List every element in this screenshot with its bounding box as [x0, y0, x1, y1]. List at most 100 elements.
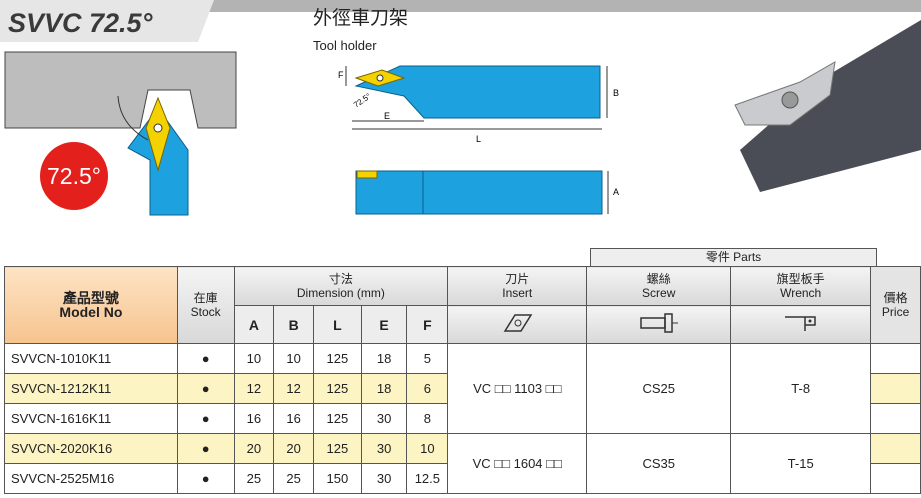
price-header: 價格 Price	[870, 266, 921, 344]
tool-photo-body	[740, 20, 921, 192]
dim-header: A	[233, 305, 275, 344]
insert-zh: 刀片	[505, 272, 530, 286]
dim-cell: 30	[360, 403, 408, 434]
icon-header	[730, 305, 872, 344]
price-cell	[870, 463, 921, 494]
insert-hole	[376, 74, 384, 82]
screw-cell: CS35	[586, 433, 732, 494]
model-cell: SVVCN-1010K11	[4, 343, 178, 374]
model-cell: SVVCN-2020K16	[4, 433, 178, 464]
angle-badge	[40, 142, 108, 210]
dim-cell: 25	[273, 463, 315, 494]
wrench-icon	[784, 316, 816, 331]
insert-hole	[153, 123, 163, 133]
screw-cell: CS25	[586, 343, 732, 434]
dim-cell: 125	[313, 403, 362, 434]
price-cell	[870, 343, 921, 374]
table-row: SVVCN-2020K16 ● 20 20 125 30 10 VC □□ 1604 □□ CS…	[4, 433, 921, 494]
dim-cell: 30	[360, 433, 408, 464]
dim-cell: 12	[273, 373, 315, 404]
dim-cell: 8	[406, 403, 449, 434]
angle-badge-label: 72.5°	[47, 163, 101, 189]
dim-cell: 10	[233, 343, 275, 374]
dim-cell: 125	[313, 343, 362, 374]
stock-cell: ●	[176, 463, 235, 494]
product-table: 產品型號 Model No 在庫 Stock 寸法 Dimension (mm) 刀片 Ins…	[4, 266, 921, 494]
wrench-zh: 旗型板手	[776, 272, 825, 286]
stock-cell: ●	[176, 373, 235, 404]
subtitle-zh: 外徑車刀架	[313, 7, 408, 29]
stock-en: Stock	[190, 305, 221, 319]
price-cell	[870, 373, 921, 404]
dim-header: L	[313, 305, 362, 344]
table-row: SVVCN-2525M16 ● 25 25 150 30 12.5	[4, 463, 921, 494]
dimension-zh: 寸法	[328, 272, 353, 286]
header-row: 產品型號 Model No 在庫 Stock 寸法 Dimension (mm) 刀片 Ins…	[4, 266, 921, 344]
header-band	[0, 0, 921, 12]
model-cell: SVVCN-1212K11	[4, 373, 178, 404]
dim-cell: 20	[233, 433, 275, 464]
tool-photo-screw	[781, 91, 799, 109]
dim-label-angle: 72.5°	[352, 91, 373, 109]
title-box	[0, 0, 214, 42]
wrench-header: 旗型板手 Wrench	[730, 266, 872, 306]
holder-top-view	[354, 65, 601, 119]
insert-side-view	[356, 170, 378, 179]
dim-cell: 18	[360, 373, 408, 404]
dim-cell: 30	[360, 463, 408, 494]
price-en: Price	[881, 305, 910, 319]
dim-label-e: E	[384, 111, 390, 121]
dim-cell: 125	[313, 373, 362, 404]
dim-cell: 125	[313, 433, 362, 464]
screw-icon	[639, 313, 678, 333]
title: SVVC 72.5°	[8, 8, 153, 38]
dimension-header: 寸法 Dimension (mm)	[233, 266, 449, 306]
dimension-en: Dimension (mm)	[296, 286, 385, 300]
stock-header: 在庫 Stock	[176, 266, 235, 344]
dim-cell: 20	[273, 433, 315, 464]
dim-cell: 5	[406, 343, 449, 374]
model-en: Model No	[59, 304, 123, 320]
stock-zh: 在庫	[193, 291, 218, 305]
model-cell: SVVCN-2525M16	[4, 463, 178, 494]
insert-shape	[145, 96, 171, 172]
icon-header	[447, 305, 588, 344]
parts-group-header: 零件 Parts	[590, 248, 877, 266]
screw-zh: 螺絲	[646, 272, 671, 286]
stock-cell: ●	[176, 433, 235, 464]
insert-cell: VC □□ 1103 □□	[447, 343, 588, 434]
dim-cell: 12	[233, 373, 275, 404]
insert-en: Insert	[502, 286, 533, 300]
dim-label-a: A	[613, 187, 619, 197]
dim-label-l: L	[476, 134, 481, 144]
dim-cell: 16	[233, 403, 275, 434]
icon-header	[586, 305, 732, 344]
model-zh: 產品型號	[62, 290, 119, 306]
table-body: SVVCN-1010K11 ● 10 10 125 18 5 VC □□ 1103 □□ CS2…	[4, 343, 921, 494]
dim-cell: 16	[273, 403, 315, 434]
stock-cell: ●	[176, 343, 235, 374]
holder-side-view	[355, 170, 603, 215]
insert-header: 刀片 Insert	[447, 266, 588, 306]
header-graphics: SVVC 72.5° 72.5° 外徑車刀架 Tool holder B F E…	[0, 0, 921, 216]
dim-label-f: F	[338, 70, 344, 80]
table-row: SVVCN-1212K11 ● 12 12 125 18 6	[4, 373, 921, 404]
dim-header: F	[406, 305, 449, 344]
angle-arc	[117, 95, 149, 141]
dim-cell: 150	[313, 463, 362, 494]
dim-header: B	[273, 305, 315, 344]
dim-cell: 12.5	[406, 463, 449, 494]
wrench-cell: T-15	[730, 433, 872, 494]
price-cell	[870, 433, 921, 464]
wrench-cell: T-8	[730, 343, 872, 434]
dim-cell: 10	[273, 343, 315, 374]
model-header: 產品型號 Model No	[4, 266, 178, 344]
price-cell	[870, 403, 921, 434]
stock-cell: ●	[176, 403, 235, 434]
insert-icon	[503, 314, 533, 332]
model-cell: SVVCN-1616K11	[4, 403, 178, 434]
table-header: 產品型號 Model No 在庫 Stock 寸法 Dimension (mm) 刀片 Ins…	[4, 266, 921, 344]
subtitle-en: Tool holder	[313, 38, 377, 53]
